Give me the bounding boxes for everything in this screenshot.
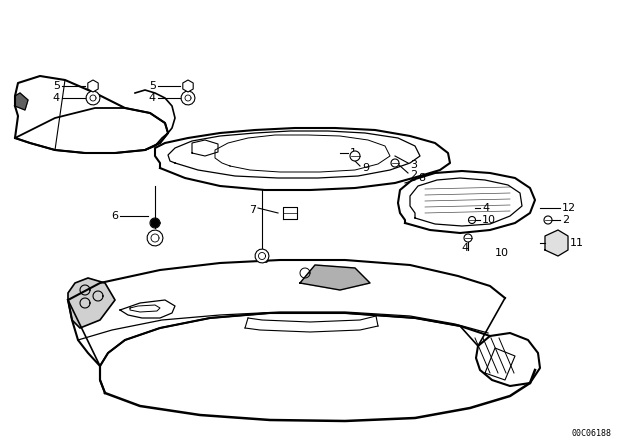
Polygon shape [15,93,28,110]
Text: 3: 3 [410,160,417,170]
Polygon shape [350,151,360,161]
Text: 4: 4 [53,93,60,103]
Text: 00C06188: 00C06188 [572,429,612,438]
Polygon shape [86,91,100,105]
Text: 5: 5 [53,81,60,91]
Polygon shape [68,278,115,328]
Text: 10: 10 [495,248,509,258]
Polygon shape [151,219,159,227]
Polygon shape [183,80,193,92]
Polygon shape [391,159,399,167]
Text: 1: 1 [350,148,357,158]
Text: 9: 9 [362,163,369,173]
Text: 7: 7 [249,205,256,215]
Polygon shape [464,234,472,242]
Text: 11: 11 [570,238,584,248]
Polygon shape [88,80,98,92]
Text: 4: 4 [149,93,156,103]
Text: 5: 5 [149,81,156,91]
Text: 6: 6 [262,255,269,265]
Polygon shape [300,265,370,290]
Text: 10: 10 [482,215,496,225]
Polygon shape [255,249,269,263]
Text: 6: 6 [111,211,118,221]
Text: 2: 2 [562,215,569,225]
Polygon shape [181,91,195,105]
Text: 2: 2 [410,170,417,180]
Polygon shape [147,230,163,246]
Text: 4: 4 [461,243,468,253]
Polygon shape [468,216,476,224]
Text: 12: 12 [562,203,576,213]
Text: 8: 8 [418,173,425,183]
Polygon shape [544,216,552,224]
Polygon shape [545,230,568,256]
Text: 4: 4 [482,203,489,213]
